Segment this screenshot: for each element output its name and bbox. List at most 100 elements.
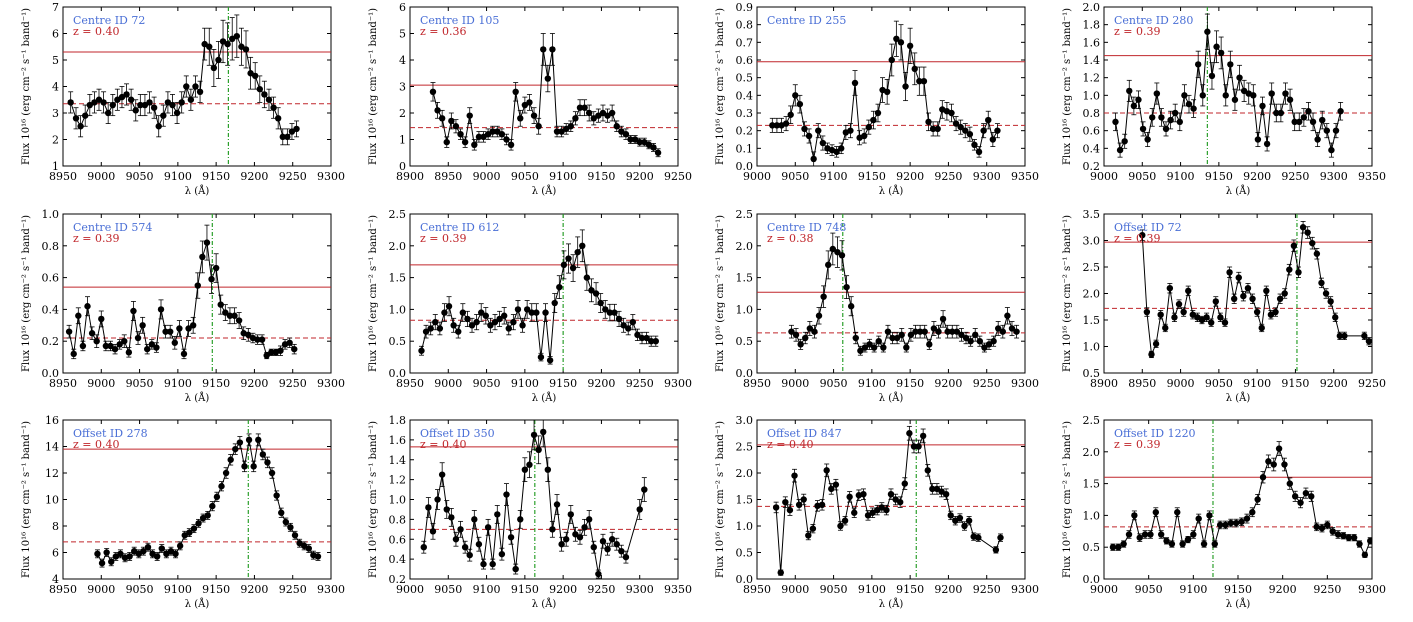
data-point	[535, 446, 542, 454]
data-point	[94, 550, 101, 558]
panel-id-label: Centre ID 105	[420, 14, 499, 27]
data-point	[176, 325, 183, 332]
data-point	[546, 357, 554, 364]
data-point	[278, 509, 285, 516]
data-point	[109, 101, 116, 109]
x-tick-label: 9150	[858, 170, 886, 183]
y-tick-label: 0.0	[736, 573, 754, 586]
data-point	[1291, 493, 1299, 500]
axes-frame	[756, 213, 1026, 374]
x-tick-label: 8950	[396, 377, 424, 390]
y-tick-label: 0.4	[389, 553, 407, 566]
data-point	[857, 347, 864, 354]
data-point	[1356, 540, 1363, 548]
x-axis-label: λ (Å)	[532, 392, 557, 404]
y-tick-label: 5	[52, 54, 59, 67]
x-tick-label: 9200	[549, 583, 577, 596]
x-tick-label: 9100	[164, 170, 192, 183]
data-point	[199, 253, 206, 261]
data-point	[1296, 118, 1303, 126]
data-point	[1253, 308, 1261, 316]
data-point	[889, 334, 896, 342]
x-tick-label: 9300	[317, 583, 345, 596]
data-point	[615, 315, 623, 323]
x-tick-label: 9300	[317, 377, 345, 390]
data-point	[958, 331, 965, 339]
y-tick-label: 0.5	[736, 335, 754, 348]
y-tick-label: 0.0	[42, 367, 60, 380]
x-tick-label: 9100	[820, 170, 848, 183]
data-point	[847, 303, 855, 310]
data-point	[176, 542, 184, 550]
data-point	[204, 512, 211, 519]
data-point	[861, 132, 868, 140]
panel-redshift-label: z = 0.39	[420, 232, 467, 245]
x-tick-label: 9200	[240, 170, 268, 183]
y-axis-label: Flux 10¹⁶ (erg cm⁻² s⁻¹ band⁻¹)	[21, 8, 32, 165]
x-tick-label: 9050	[126, 170, 154, 183]
y-tick-label: 2.5	[1083, 261, 1101, 274]
panel-id-label: Offset ID 72	[1114, 221, 1182, 234]
data-point	[787, 111, 794, 118]
panel-id-label: Centre ID 748	[767, 221, 846, 234]
series-line	[1112, 447, 1371, 557]
data-point	[1327, 298, 1334, 305]
x-tick-label: 9200	[896, 170, 924, 183]
data-point	[595, 570, 602, 578]
data-point	[434, 107, 441, 114]
data-point	[1300, 114, 1308, 121]
data-point	[860, 491, 867, 498]
data-point	[1236, 74, 1243, 81]
data-point	[786, 506, 794, 514]
data-point	[217, 301, 224, 308]
series-line	[423, 431, 645, 575]
x-axis-label: λ (Å)	[532, 598, 557, 610]
y-tick-label: 3.0	[1083, 235, 1101, 248]
data-point	[1171, 314, 1178, 321]
y-tick-label: 0.0	[1083, 573, 1101, 586]
y-tick-label: 4	[52, 573, 59, 586]
data-point	[949, 328, 956, 335]
data-point	[989, 136, 997, 143]
data-point	[893, 35, 900, 42]
data-point	[70, 350, 77, 358]
data-point	[206, 43, 213, 50]
data-point	[203, 239, 211, 246]
data-point	[805, 532, 812, 539]
data-point	[130, 307, 137, 315]
data-point	[212, 264, 220, 272]
panel-redshift-label: z = 0.39	[1114, 25, 1161, 38]
data-point	[82, 112, 89, 119]
data-point	[820, 293, 827, 300]
data-point	[432, 318, 439, 326]
y-tick-label: 2.0	[736, 240, 754, 253]
data-point	[911, 65, 918, 73]
y-tick-label: 6	[52, 547, 59, 560]
data-point	[1208, 72, 1216, 80]
x-tick-label: 9250	[587, 583, 615, 596]
data-point	[569, 264, 577, 272]
data-point	[823, 467, 830, 474]
data-point	[144, 345, 151, 353]
y-tick-label: 2.5	[736, 441, 754, 454]
x-tick-label: 9200	[934, 377, 962, 390]
data-point	[1318, 524, 1326, 532]
data-point	[480, 560, 487, 568]
data-point	[919, 432, 927, 440]
data-point	[841, 517, 849, 524]
data-point	[1152, 509, 1160, 516]
data-point	[475, 541, 483, 548]
panel-redshift-label: z = 0.39	[1114, 232, 1161, 245]
x-tick-label: 9250	[626, 377, 654, 390]
data-point	[1172, 109, 1179, 117]
y-tick-label: 2.0	[1083, 1, 1101, 14]
data-point	[1290, 242, 1298, 249]
data-point	[1254, 136, 1262, 143]
data-point	[1120, 540, 1127, 548]
data-point	[1329, 528, 1336, 535]
plot-area	[757, 20, 1025, 166]
data-point	[196, 88, 204, 96]
data-point	[209, 502, 216, 510]
data-point	[422, 328, 430, 335]
data-point	[1212, 298, 1219, 305]
